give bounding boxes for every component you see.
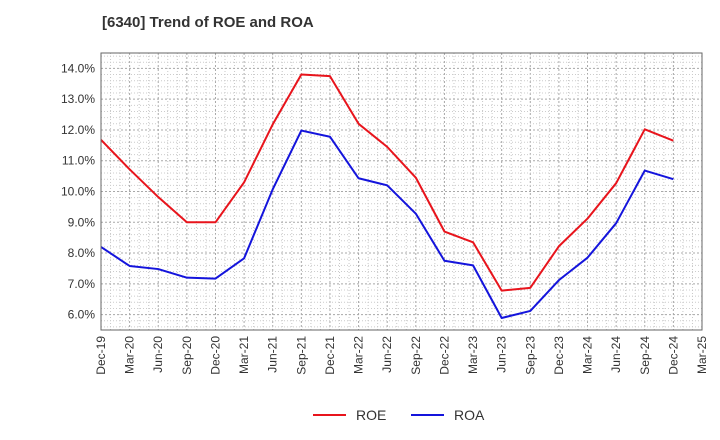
legend-label-roa: ROA bbox=[454, 407, 485, 423]
chart-title: [6340] Trend of ROE and ROA bbox=[102, 14, 314, 31]
x-tick-label: Jun-20 bbox=[151, 336, 165, 373]
y-tick-label: 11.0% bbox=[62, 154, 95, 168]
y-tick-label: 13.0% bbox=[61, 92, 95, 106]
x-tick-label: Jun-21 bbox=[266, 336, 280, 373]
y-tick-label: 8.0% bbox=[68, 246, 96, 260]
x-tick-label: Dec-19 bbox=[94, 336, 108, 375]
x-tick-label: Dec-23 bbox=[552, 336, 566, 375]
legend: ROE ROA bbox=[313, 407, 485, 423]
series-line-roe bbox=[100, 73, 674, 292]
x-tick-label: Dec-21 bbox=[323, 336, 337, 375]
x-tick-label: Dec-22 bbox=[437, 336, 451, 375]
x-tick-label: Sep-23 bbox=[523, 336, 537, 375]
grid bbox=[100, 53, 703, 330]
x-tick-label: Mar-23 bbox=[466, 336, 480, 374]
y-tick-label: 6.0% bbox=[68, 308, 96, 322]
y-tick-label: 7.0% bbox=[68, 277, 96, 291]
x-tick-label: Mar-21 bbox=[237, 336, 251, 374]
x-tick-label: Jun-24 bbox=[609, 336, 623, 373]
x-tick-label: Sep-20 bbox=[180, 336, 194, 375]
x-tick-label: Sep-21 bbox=[294, 336, 308, 375]
y-tick-label: 14.0% bbox=[61, 61, 95, 75]
x-tick-label: Mar-25 bbox=[695, 336, 709, 374]
x-tick-label: Jun-23 bbox=[495, 336, 509, 373]
plot-area-frame bbox=[100, 52, 703, 331]
x-tick-label: Dec-24 bbox=[666, 336, 680, 375]
x-tick-label: Mar-22 bbox=[352, 336, 366, 374]
x-tick-label: Dec-20 bbox=[208, 336, 222, 375]
x-tick-label: Mar-20 bbox=[123, 336, 137, 374]
x-tick-label: Sep-24 bbox=[638, 336, 652, 375]
series-lines bbox=[100, 73, 674, 319]
x-tick-label: Mar-24 bbox=[581, 336, 595, 374]
x-axis-ticks: Dec-19 Mar-20 Jun-20 Sep-20 Dec-20 Mar-21 Jun-… bbox=[94, 336, 709, 375]
legend-label-roe: ROE bbox=[356, 407, 386, 423]
series-line-roa bbox=[100, 129, 674, 319]
x-tick-label: Jun-22 bbox=[380, 336, 394, 373]
y-tick-label: 9.0% bbox=[68, 215, 96, 229]
x-tick-label: Sep-22 bbox=[409, 336, 423, 375]
y-tick-label: 12.0% bbox=[61, 123, 95, 137]
y-axis-ticks: 6.0% 7.0% 8.0% 9.0% 10.0% 11.0% 12.0% 13.0% 14.0… bbox=[61, 61, 95, 321]
y-tick-label: 10.0% bbox=[61, 185, 95, 199]
